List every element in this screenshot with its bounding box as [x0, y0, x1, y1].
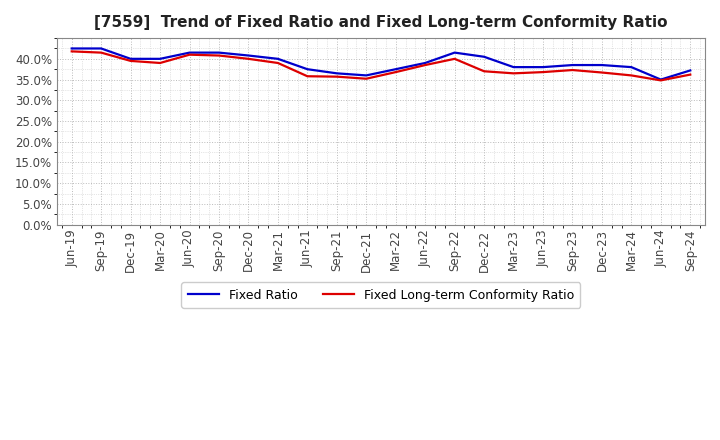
Fixed Ratio — [392, 66, 400, 72]
Fixed Long-term Conformity Ratio — [627, 73, 636, 78]
Line: Fixed Ratio: Fixed Ratio — [72, 48, 690, 80]
Fixed Long-term Conformity Ratio — [97, 50, 106, 55]
Fixed Ratio — [421, 60, 430, 66]
Fixed Long-term Conformity Ratio — [333, 74, 341, 79]
Legend: Fixed Ratio, Fixed Long-term Conformity Ratio: Fixed Ratio, Fixed Long-term Conformity … — [181, 282, 580, 308]
Fixed Ratio — [126, 56, 135, 62]
Fixed Long-term Conformity Ratio — [421, 62, 430, 68]
Fixed Long-term Conformity Ratio — [392, 70, 400, 75]
Fixed Ratio — [539, 65, 547, 70]
Fixed Ratio — [156, 56, 164, 62]
Fixed Long-term Conformity Ratio — [539, 70, 547, 75]
Fixed Ratio — [568, 62, 577, 68]
Fixed Long-term Conformity Ratio — [598, 70, 606, 75]
Fixed Ratio — [97, 46, 106, 51]
Fixed Long-term Conformity Ratio — [274, 60, 282, 66]
Fixed Ratio — [68, 46, 76, 51]
Fixed Long-term Conformity Ratio — [362, 76, 371, 81]
Line: Fixed Long-term Conformity Ratio: Fixed Long-term Conformity Ratio — [72, 51, 690, 81]
Fixed Ratio — [362, 73, 371, 78]
Title: [7559]  Trend of Fixed Ratio and Fixed Long-term Conformity Ratio: [7559] Trend of Fixed Ratio and Fixed Lo… — [94, 15, 667, 30]
Fixed Long-term Conformity Ratio — [156, 60, 164, 66]
Fixed Long-term Conformity Ratio — [244, 56, 253, 62]
Fixed Ratio — [509, 65, 518, 70]
Fixed Ratio — [598, 62, 606, 68]
Fixed Long-term Conformity Ratio — [509, 71, 518, 76]
Fixed Long-term Conformity Ratio — [185, 52, 194, 57]
Fixed Ratio — [215, 50, 223, 55]
Fixed Ratio — [333, 71, 341, 76]
Fixed Long-term Conformity Ratio — [126, 58, 135, 63]
Fixed Ratio — [244, 53, 253, 58]
Fixed Long-term Conformity Ratio — [568, 67, 577, 73]
Fixed Long-term Conformity Ratio — [215, 53, 223, 58]
Fixed Long-term Conformity Ratio — [303, 73, 312, 79]
Fixed Ratio — [627, 65, 636, 70]
Fixed Ratio — [480, 54, 488, 59]
Fixed Ratio — [303, 66, 312, 72]
Fixed Long-term Conformity Ratio — [480, 69, 488, 74]
Fixed Ratio — [274, 56, 282, 62]
Fixed Ratio — [185, 50, 194, 55]
Fixed Ratio — [450, 50, 459, 55]
Fixed Ratio — [657, 77, 665, 82]
Fixed Long-term Conformity Ratio — [686, 72, 695, 77]
Fixed Long-term Conformity Ratio — [450, 56, 459, 62]
Fixed Long-term Conformity Ratio — [657, 78, 665, 83]
Fixed Long-term Conformity Ratio — [68, 49, 76, 54]
Fixed Ratio — [686, 68, 695, 73]
